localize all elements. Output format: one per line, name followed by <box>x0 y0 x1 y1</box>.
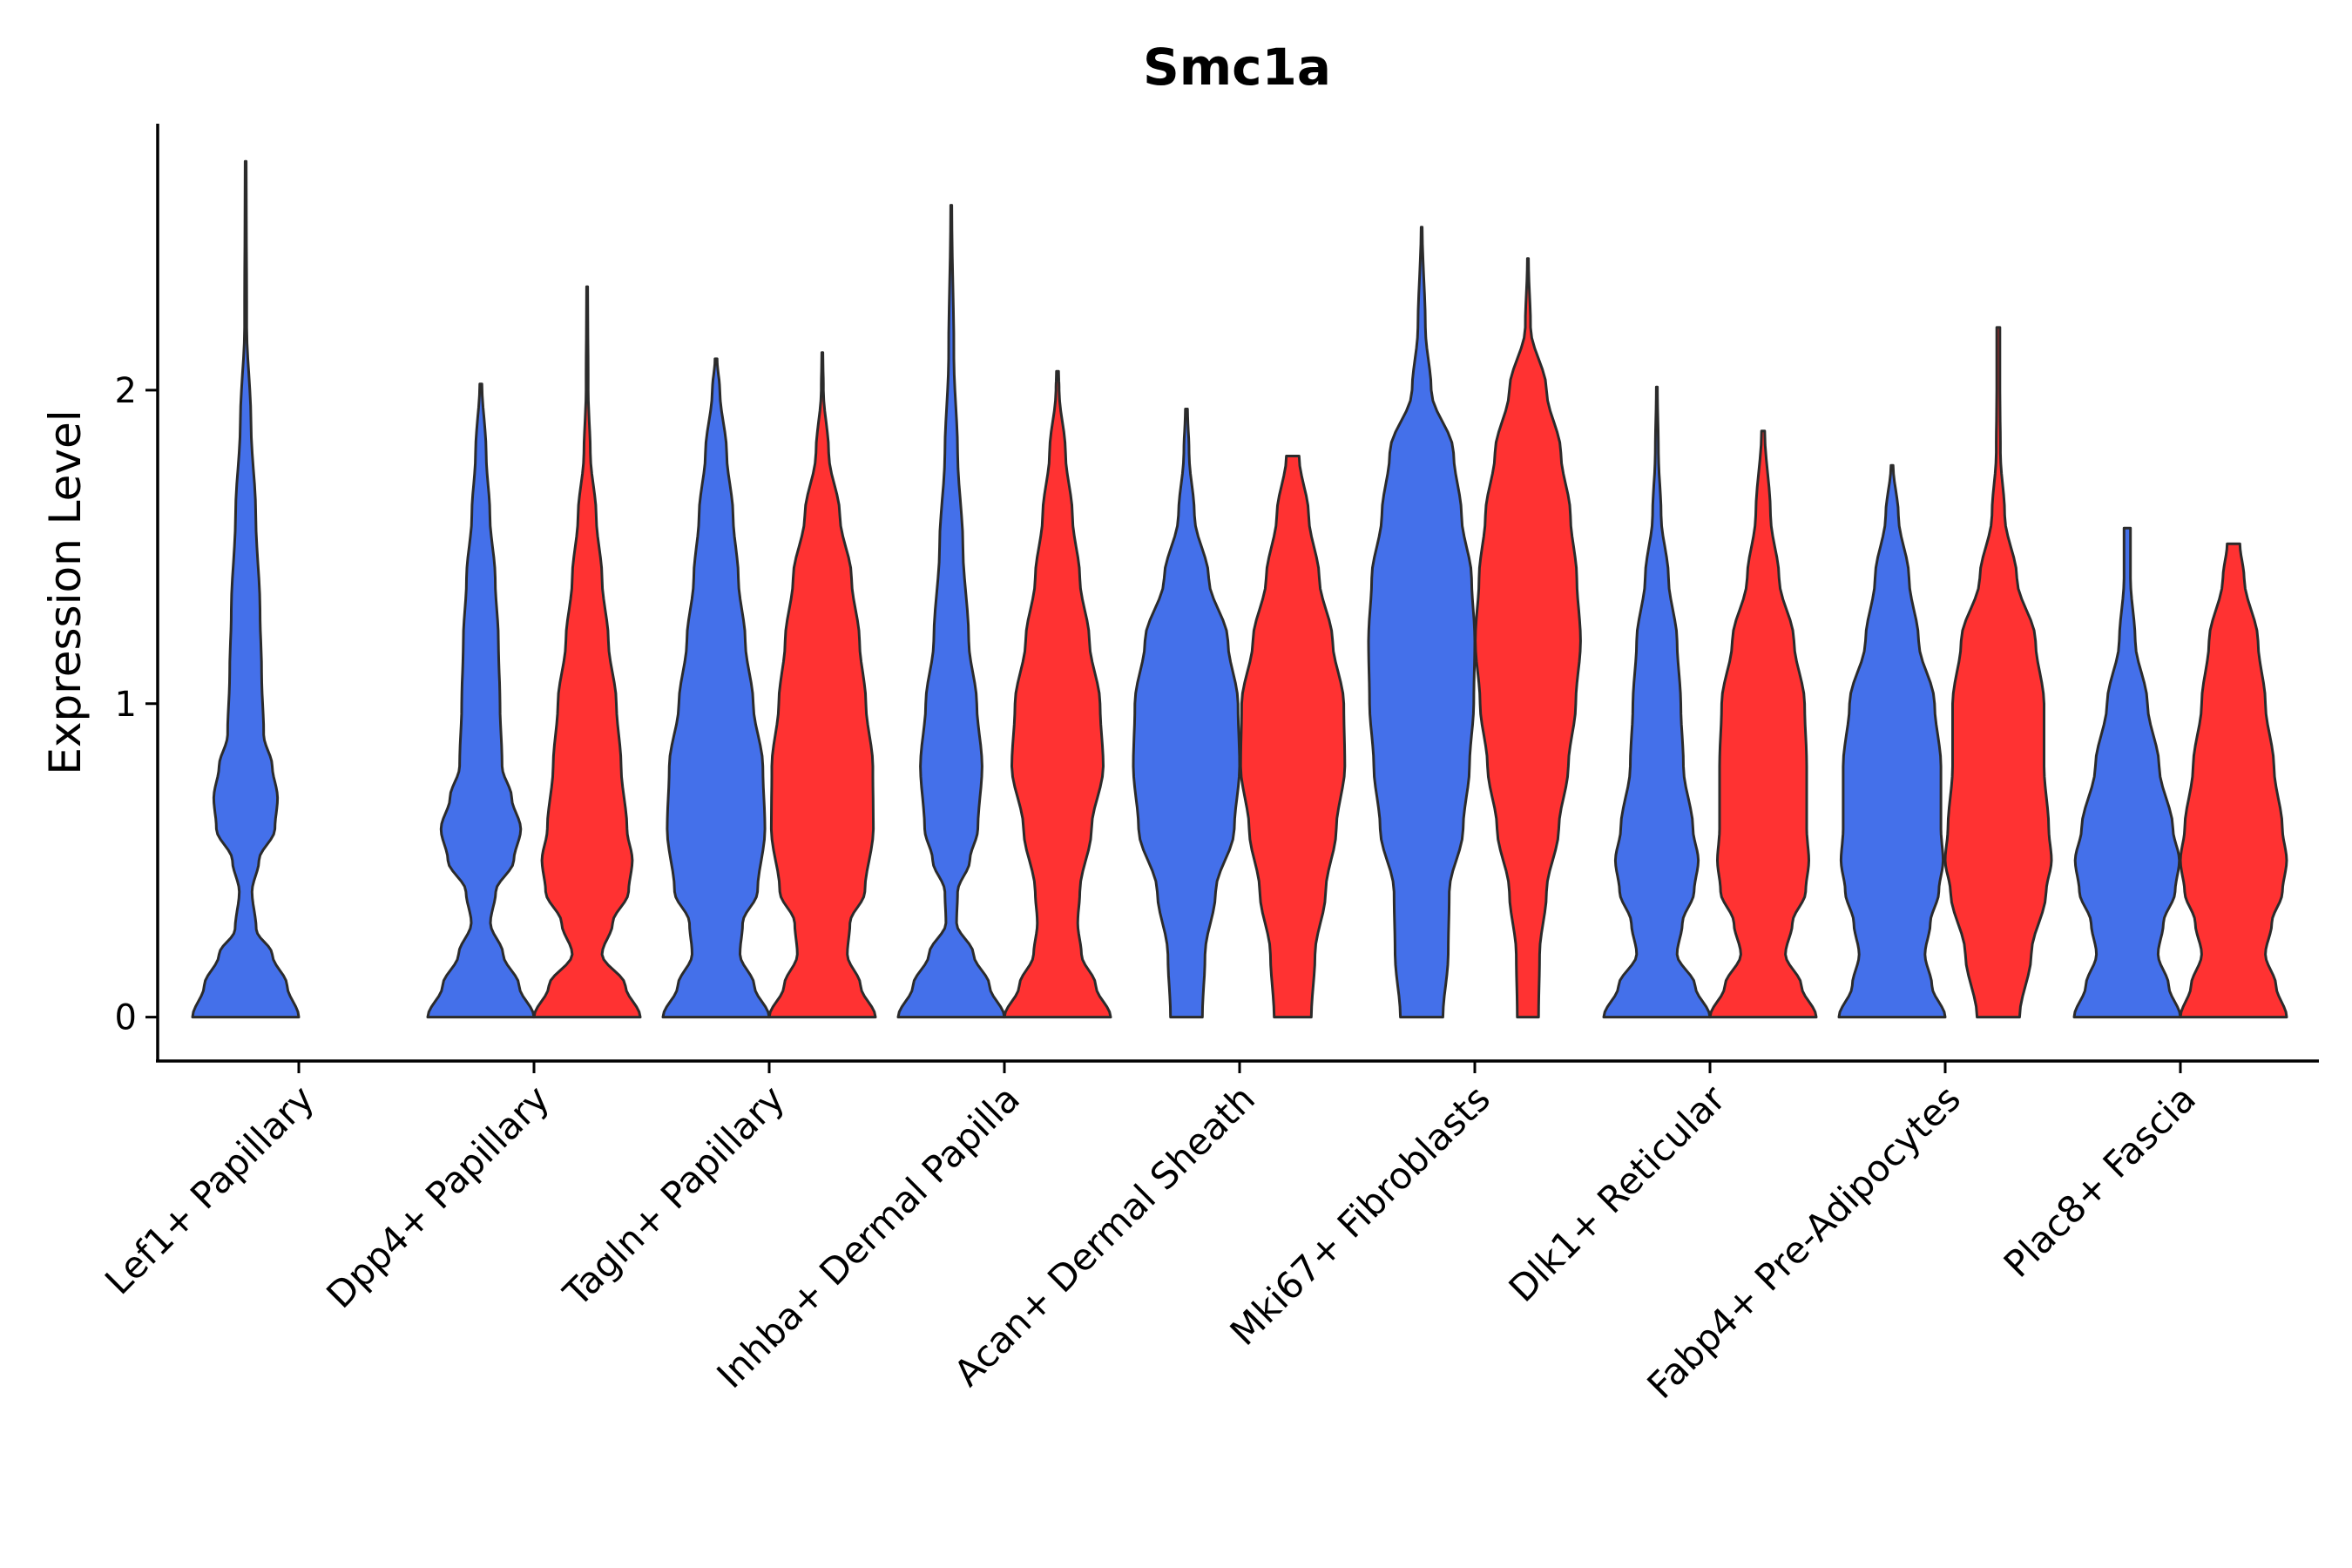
violin-dpp4-papillary-group1 <box>426 382 536 1019</box>
x-tick-label: Dpp4+ Papillary <box>318 1077 558 1316</box>
x-tick-label: Plac8+ Fascia <box>1996 1077 2204 1285</box>
violin-inhba-dermal-papilla-group2 <box>1003 369 1112 1019</box>
y-axis-label: Expression Level <box>40 409 91 774</box>
violin-acan-dermal-sheath-group1 <box>1132 408 1241 1019</box>
violin-dpp4-papillary-group2 <box>532 285 642 1019</box>
y-axis-ticks: 0 1 2 <box>115 371 158 1038</box>
violin-dlk1-reticular-group2 <box>1708 429 1818 1019</box>
violin-plac8-fascia-group1 <box>2072 526 2182 1019</box>
x-tick-label: Lef1+ Papillary <box>97 1077 322 1302</box>
violin-lef1-papillary-group1 <box>191 159 301 1019</box>
violin-inhba-dermal-papilla-group1 <box>896 204 1006 1019</box>
violin-fabp4-pre-adipocytes-group1 <box>1837 463 1947 1019</box>
violin-plac8-fascia-group2 <box>2179 542 2288 1019</box>
chart-title: Smc1a <box>1143 37 1331 97</box>
violin-mki67-fibroblasts-group2 <box>1474 257 1582 1019</box>
violin-tagln-papillary-group2 <box>767 351 877 1019</box>
y-tick-label: 0 <box>115 998 137 1038</box>
x-tick-label: Tagln+ Papillary <box>555 1077 793 1315</box>
violin-tagln-papillary-group1 <box>661 357 771 1019</box>
violin-mki67-fibroblasts-group1 <box>1367 226 1477 1019</box>
y-tick-label: 2 <box>115 371 137 411</box>
violin-layer <box>191 159 2288 1019</box>
y-tick-label: 1 <box>115 685 137 725</box>
violin-fabp4-pre-adipocytes-group2 <box>1943 326 2053 1019</box>
violin-acan-dermal-sheath-group2 <box>1239 455 1347 1019</box>
violin-dlk1-reticular-group1 <box>1602 385 1712 1019</box>
x-tick-label: Dlk1+ Reticular <box>1501 1077 1734 1310</box>
x-tick-label: Mki67+ Fibroblasts <box>1222 1077 1498 1353</box>
